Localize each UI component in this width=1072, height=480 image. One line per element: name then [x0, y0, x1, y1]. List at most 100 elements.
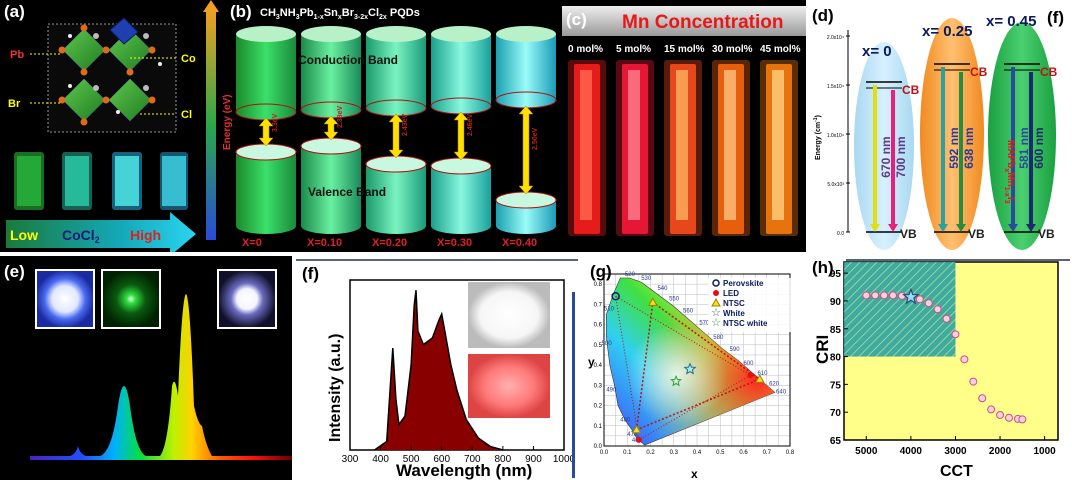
- h-xtick-label: 4000: [900, 446, 923, 457]
- panel-f-label: (f): [302, 264, 319, 283]
- cri-point: [871, 291, 880, 300]
- cie-xtick: 0.0: [600, 450, 609, 456]
- cie-ytick: 0.5: [594, 343, 603, 349]
- g-ylabel: y: [588, 355, 595, 369]
- legend-entry: NTSC white: [723, 319, 768, 328]
- panel-d: 2.0x10⁴ 1.5x10⁴ 1.0x10⁴ 5.0x10³ 0.0 Energy (…: [806, 0, 1072, 252]
- f-xtick-label: 300: [342, 454, 359, 465]
- panel-a-label: (a): [4, 2, 25, 21]
- panel-a: Pb Br Co Cl Low CoCl2 High (a): [0, 0, 200, 252]
- wavelength-right: 600 nm: [1032, 127, 1046, 168]
- cri-point: [933, 305, 942, 314]
- legend-led-marker: [713, 290, 719, 296]
- cri-point: [942, 314, 951, 323]
- h-ytick-label: 75: [830, 380, 842, 391]
- blue-led-photo: [35, 269, 95, 329]
- cie-wavelength: 600: [744, 361, 755, 367]
- g-xlabel: x: [691, 467, 698, 480]
- h-ytick-label: 70: [830, 408, 842, 419]
- led-point: [635, 436, 642, 443]
- cb-label: CB: [970, 65, 988, 79]
- conduction-cylinder-bottom: [365, 99, 427, 117]
- energy-axis-label: Energy (eV): [222, 94, 233, 150]
- h-ticks: 5000 4000 3000 2000 1000 95 90 85 80 75 70 65: [830, 269, 1056, 457]
- cri-point: [924, 299, 933, 308]
- red-emission-photo: [468, 354, 550, 418]
- energy-tick-label: 0.0: [837, 231, 844, 237]
- wavelength-left: 581 nm: [1017, 127, 1031, 168]
- band-gap-arrow: [453, 111, 469, 161]
- legend-entry: LED: [723, 289, 739, 298]
- vb-label: VB: [968, 227, 985, 241]
- composition-label: X=0.10: [307, 237, 342, 249]
- cie-wavelength: 520: [625, 272, 636, 278]
- ntsc-triangle: [635, 300, 762, 431]
- cocl2-arrow: [6, 212, 196, 252]
- conduction-cylinder-bottom: [300, 101, 362, 119]
- cie-xtick: 0.1: [623, 450, 632, 456]
- panel-e-graphic: [30, 269, 292, 460]
- h-xtick-label: 5000: [855, 446, 878, 457]
- x-value-0: x= 0: [862, 43, 892, 60]
- cie-ytick: 0.7: [594, 302, 603, 308]
- concentration-label: 5 mol%: [616, 44, 651, 55]
- cie-xtick: 0.7: [763, 450, 772, 456]
- cie-wavelength: 580: [713, 335, 724, 341]
- f-spectrum-fill: [374, 290, 503, 450]
- h-xlabel: CCT: [940, 463, 973, 480]
- composition-label: X=0.30: [437, 237, 472, 249]
- f-x-ticks: 300 400 500 600 700 800 900 1000: [342, 446, 576, 465]
- transition-arrowhead-right: [888, 224, 898, 232]
- cie-wavelength: 510: [604, 306, 615, 312]
- led-point: [747, 372, 754, 379]
- legend-entry: NTSC: [723, 299, 745, 308]
- valence-cylinder: [236, 152, 296, 226]
- vial-highlight: [676, 70, 688, 220]
- cie-xtick: 0.8: [786, 450, 795, 456]
- panel-d-graphic: 2.0x10⁴ 1.5x10⁴ 1.0x10⁴ 5.0x10³ 0.0 Energy (…: [813, 13, 1058, 250]
- label-cl: Cl: [181, 109, 192, 121]
- label-cocl2: CoCl2: [62, 227, 100, 245]
- conduction-cylinder-top: [496, 26, 556, 42]
- composition-label: X=0.20: [372, 237, 407, 249]
- cie-ytick: 0.4: [594, 363, 603, 369]
- cie-locus-white: [606, 278, 775, 445]
- cie-xtick: 0.5: [716, 450, 725, 456]
- band-gap-value: 3.3eV: [272, 113, 279, 132]
- f-ylabel: Intensity (a.u.): [327, 334, 344, 442]
- transition-arrowhead-right: [1026, 224, 1036, 232]
- band-cylinders: 3.3eV X=0 2.38eV X=0.10 2.43eV X=0.20 2.46eV X=…: [235, 26, 557, 249]
- f-xtick-label: 700: [464, 454, 481, 465]
- conduction-cylinder-bottom: [430, 97, 492, 115]
- cri-point: [880, 291, 889, 300]
- h-xtick-label: 3000: [944, 446, 967, 457]
- vial-highlight: [772, 70, 784, 220]
- conduction-cylinder: [236, 34, 296, 112]
- perovskite-triangle: [614, 295, 752, 441]
- h-ytick-label: 95: [830, 269, 842, 280]
- ntsc-point: [647, 297, 658, 306]
- cie-xtick: 0.2: [646, 450, 655, 456]
- cie-xtick: 0.6: [739, 450, 748, 456]
- panel-c-label: (c): [566, 10, 587, 29]
- transition-arrowhead-left: [1008, 224, 1018, 232]
- ellipse-x025: [920, 18, 984, 250]
- cri-point: [889, 291, 898, 300]
- cie-ytick: 0.3: [594, 383, 603, 389]
- f-spectrum-line: [374, 290, 504, 451]
- conduction-cylinder-top: [431, 26, 491, 42]
- panel-f-graphic: 300 400 500 600 700 800 900 1000 Intensity (a.u…: [296, 259, 578, 480]
- f-xtick-label: 600: [433, 454, 450, 465]
- green-led-photo: [101, 269, 161, 329]
- cie-frame: [603, 273, 791, 447]
- conduction-cylinder-top: [366, 26, 426, 42]
- cie-xtick: 0.4: [693, 450, 702, 456]
- energy-tick-label: 5.0x10³: [827, 182, 844, 188]
- label-high: High: [130, 227, 161, 243]
- h-ylabel: CRI: [813, 335, 832, 364]
- h-ytick-label: 65: [830, 436, 842, 447]
- panel-e-label: (e): [4, 262, 25, 281]
